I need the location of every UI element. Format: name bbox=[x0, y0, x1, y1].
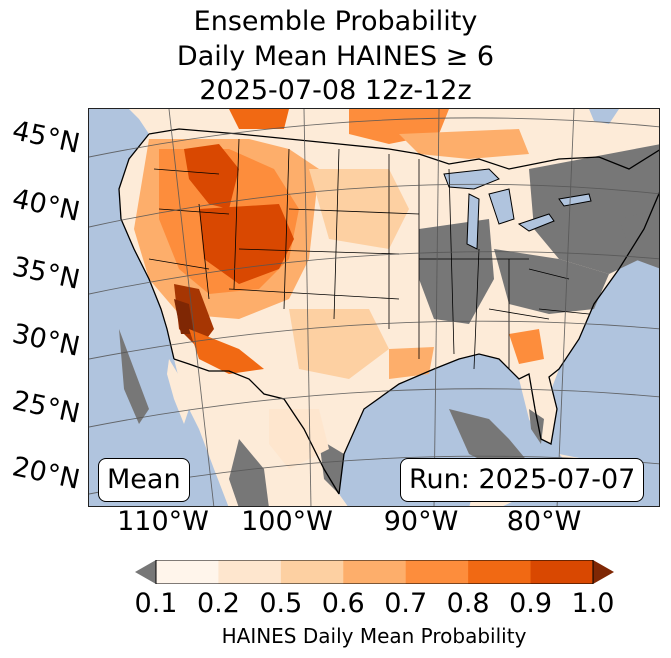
lon-label-80: 80°W bbox=[506, 506, 582, 537]
colorbar-bin bbox=[280, 560, 344, 584]
colorbar-bin bbox=[530, 560, 594, 584]
run-label-box: Run: 2025-07-07 bbox=[400, 458, 645, 502]
colorbar-tick-label: 0.7 bbox=[384, 588, 428, 619]
lat-label-35: 35°N bbox=[9, 251, 83, 296]
colorbar bbox=[135, 560, 614, 584]
title-line-3: 2025-07-08 12z-12z bbox=[199, 75, 472, 106]
colorbar-tick-label: 0.5 bbox=[259, 588, 303, 619]
colorbar-label: HAINES Daily Mean Probability bbox=[221, 624, 527, 648]
state-lines bbox=[148, 138, 590, 370]
borders bbox=[118, 128, 659, 495]
lat-label-20: 20°N bbox=[9, 451, 83, 496]
map-canvas bbox=[89, 109, 659, 506]
title-line-1: Ensemble Probability bbox=[193, 6, 478, 37]
lat-label-40: 40°N bbox=[9, 183, 83, 228]
lat-label-25: 25°N bbox=[9, 385, 83, 430]
land-florida bbox=[529, 374, 557, 444]
colorbar-tick-label: 0.9 bbox=[509, 588, 553, 619]
colorbar-tick-label: 0.1 bbox=[134, 588, 178, 619]
lon-label-100: 100°W bbox=[241, 506, 333, 537]
hudson-bay bbox=[589, 109, 619, 124]
colorbar-tick-label: 0.8 bbox=[446, 588, 490, 619]
colorbar-over-triangle bbox=[593, 560, 614, 584]
lat-label-30: 30°N bbox=[9, 318, 83, 363]
colorbar-bin bbox=[468, 560, 532, 584]
colorbar-bin bbox=[156, 560, 219, 584]
title-line-2: Daily Mean HAINES ≥ 6 bbox=[176, 41, 495, 72]
probability-shading bbox=[134, 109, 544, 469]
land-baja bbox=[167, 359, 189, 424]
colorbar-under-triangle bbox=[135, 560, 156, 584]
colorbar-bin bbox=[218, 560, 282, 584]
land-mexico bbox=[174, 359, 348, 506]
lon-label-110: 110°W bbox=[117, 506, 209, 537]
lat-label-45: 45°N bbox=[9, 115, 83, 160]
colorbar-tick-label: 0.6 bbox=[321, 588, 365, 619]
colorbar-bin bbox=[343, 560, 407, 584]
colorbar-bin bbox=[405, 560, 469, 584]
mean-label-box: Mean bbox=[98, 458, 190, 502]
missing-data-regions bbox=[119, 144, 659, 506]
colorbar-tick-label: 0.2 bbox=[196, 588, 240, 619]
probability-map bbox=[88, 108, 660, 507]
colorbar-tick-label: 1.0 bbox=[571, 588, 615, 619]
lon-label-90: 90°W bbox=[383, 506, 459, 537]
